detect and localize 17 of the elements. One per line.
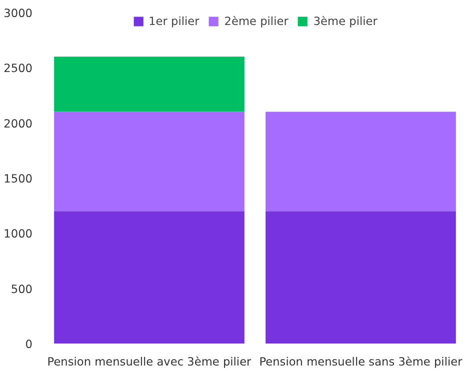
y-tick-label: 1500 — [4, 172, 33, 186]
legend-label: 3ème pilier — [313, 14, 378, 28]
legend-label: 2ème pilier — [224, 14, 288, 28]
y-tick-label: 3000 — [4, 6, 33, 20]
y-tick-label: 500 — [10, 282, 33, 296]
bar — [54, 211, 244, 344]
y-tick-label: 2500 — [4, 61, 33, 76]
y-tick-label: 1000 — [4, 226, 33, 241]
y-tick-label: 0 — [25, 337, 33, 351]
legend-label: 1er pilier — [148, 14, 200, 28]
x-tick-label: Pension mensuelle avec 3ème pilier — [47, 354, 252, 368]
bar — [266, 211, 456, 344]
bar — [54, 112, 244, 212]
y-tick-label: 2000 — [4, 116, 33, 130]
bar — [54, 56, 244, 112]
x-tick-label: Pension mensuelle sans 3ème pilier — [259, 354, 463, 368]
bar — [266, 112, 456, 212]
